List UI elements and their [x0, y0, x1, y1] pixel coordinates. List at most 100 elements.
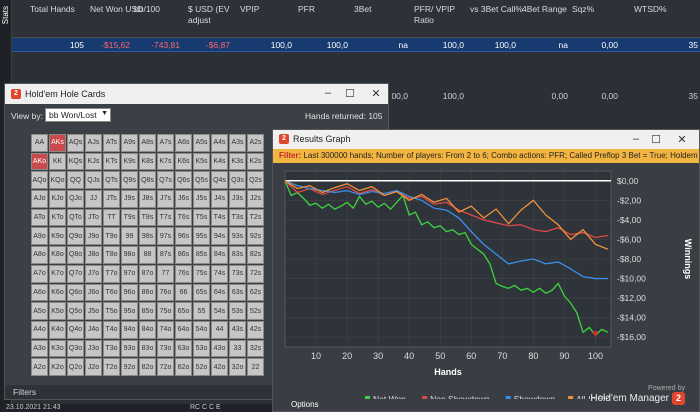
holecard-cell[interactable]: K2o	[49, 358, 66, 376]
column-header[interactable]: vs 3Bet Call%	[470, 4, 523, 14]
holecard-cell[interactable]: JJ	[85, 190, 102, 208]
holecard-cell[interactable]: A5o	[31, 302, 48, 320]
holecard-cell[interactable]: 62o	[175, 358, 192, 376]
holecard-cell[interactable]: Q8s	[139, 171, 156, 190]
holecard-cell[interactable]: A6o	[31, 283, 48, 302]
holecard-cell[interactable]: Q4o	[67, 320, 84, 339]
holecard-cell[interactable]: 87o	[139, 264, 156, 283]
holecard-cell[interactable]: K4s	[211, 152, 228, 171]
holecard-cell[interactable]: A5s	[193, 134, 210, 152]
holecard-cell[interactable]: J5s	[193, 190, 210, 208]
holecard-cell[interactable]: 73o	[157, 339, 174, 358]
holecard-cell[interactable]: KK	[49, 152, 66, 171]
holecard-cell[interactable]: T5o	[103, 302, 120, 320]
holecard-cell[interactable]: AQo	[31, 171, 48, 190]
holecard-cell[interactable]: J9o	[85, 227, 102, 246]
holecard-cell[interactable]: J2o	[85, 358, 102, 376]
holecard-cell[interactable]: QTs	[103, 171, 120, 190]
close-icon[interactable]: ✕	[371, 88, 381, 100]
holecard-cell[interactable]: 54s	[211, 302, 228, 320]
holecard-cell[interactable]: 77	[157, 264, 174, 283]
holecard-cell[interactable]: QJo	[67, 190, 84, 208]
holecard-cell[interactable]: JTo	[85, 208, 102, 227]
holecard-cell[interactable]: 73s	[229, 264, 246, 283]
holecard-cell[interactable]: 76o	[157, 283, 174, 302]
column-header[interactable]: $ USD (EV adjust	[188, 4, 230, 25]
holecard-cell[interactable]: T4o	[103, 320, 120, 339]
holecard-cell[interactable]: J3o	[85, 339, 102, 358]
holecard-cell[interactable]: J4s	[211, 190, 228, 208]
holecard-cell[interactable]: A3o	[31, 339, 48, 358]
holecard-cell[interactable]: 55	[193, 302, 210, 320]
holecard-cell[interactable]: K5s	[193, 152, 210, 171]
stats-row-selected[interactable]: 105 -$15,62 -743,81 -$6,87 100,0 100,0 na 100,0…	[12, 38, 700, 52]
holecard-cell[interactable]: Q9o	[67, 227, 84, 246]
holecard-cell[interactable]: T6o	[103, 283, 120, 302]
holecard-cell[interactable]: 75o	[157, 302, 174, 320]
holecard-cell[interactable]: 42s	[247, 320, 264, 339]
holecard-cell[interactable]: QTo	[67, 208, 84, 227]
holecard-cell[interactable]: 82s	[247, 246, 264, 264]
filters-link[interactable]: Filters	[13, 387, 37, 397]
holecard-cell[interactable]: 92s	[247, 227, 264, 246]
holecard-cell[interactable]: 76s	[175, 264, 192, 283]
holecard-cell[interactable]: 52o	[193, 358, 210, 376]
holecard-cell[interactable]: QJs	[85, 171, 102, 190]
holecard-cell[interactable]: J2s	[247, 190, 264, 208]
holecard-cell[interactable]: Q4s	[211, 171, 228, 190]
holecard-cell[interactable]: 84s	[211, 246, 228, 264]
holecard-cell[interactable]: KTs	[103, 152, 120, 171]
holecard-cell[interactable]: 86s	[175, 246, 192, 264]
holecard-cell[interactable]: 96o	[121, 283, 138, 302]
holecard-cell[interactable]: 87s	[157, 246, 174, 264]
holecard-cell[interactable]: KJo	[49, 190, 66, 208]
holecard-cell[interactable]: J6o	[85, 283, 102, 302]
holecard-cell[interactable]: A9o	[31, 227, 48, 246]
holecard-cell[interactable]: K4o	[49, 320, 66, 339]
column-header[interactable]: WTSD%	[634, 4, 667, 14]
holecard-cell[interactable]: K6o	[49, 283, 66, 302]
holecard-cell[interactable]: 86o	[139, 283, 156, 302]
holecard-cell[interactable]: KJs	[85, 152, 102, 171]
holecard-cell[interactable]: 64o	[175, 320, 192, 339]
holecard-cell[interactable]: 95s	[193, 227, 210, 246]
column-header[interactable]: 3Bet	[354, 4, 372, 14]
holecard-cell[interactable]: 82o	[139, 358, 156, 376]
holecard-cell[interactable]: TT	[103, 208, 120, 227]
holecard-cell[interactable]: 95o	[121, 302, 138, 320]
holecard-cell[interactable]: K7o	[49, 264, 66, 283]
holecard-cell[interactable]: 88	[139, 246, 156, 264]
results-graph-titlebar[interactable]: 2 Results Graph – ☐ ✕	[273, 130, 699, 149]
view-by-select[interactable]: bb Won/Lost ▼	[45, 108, 111, 122]
holecard-cell[interactable]: 33	[229, 339, 246, 358]
holecard-cell[interactable]: 93o	[121, 339, 138, 358]
holecard-cell[interactable]: Q7o	[67, 264, 84, 283]
holecard-cell[interactable]: K7s	[157, 152, 174, 171]
holecard-cell[interactable]: Q7s	[157, 171, 174, 190]
holecard-cell[interactable]: 63o	[175, 339, 192, 358]
holecard-cell[interactable]: K8o	[49, 246, 66, 264]
holecard-cell[interactable]: 65o	[175, 302, 192, 320]
holecard-cell[interactable]: T9s	[121, 208, 138, 227]
holecard-cell[interactable]: 93s	[229, 227, 246, 246]
holecard-cell[interactable]: K3s	[229, 152, 246, 171]
holecard-cell[interactable]: 83s	[229, 246, 246, 264]
holecard-cell[interactable]: K5o	[49, 302, 66, 320]
holecard-cell[interactable]: J3s	[229, 190, 246, 208]
holecard-cell[interactable]: J6s	[175, 190, 192, 208]
holecard-cell[interactable]: A8s	[139, 134, 156, 152]
holecard-cell[interactable]: KTo	[49, 208, 66, 227]
holecard-cell[interactable]: Q6o	[67, 283, 84, 302]
holecard-cell[interactable]: Q3s	[229, 171, 246, 190]
holecard-cell[interactable]: J4o	[85, 320, 102, 339]
holecard-cell[interactable]: 92o	[121, 358, 138, 376]
holecard-cell[interactable]: 72o	[157, 358, 174, 376]
holecard-cell[interactable]: T3o	[103, 339, 120, 358]
holecard-cell[interactable]: A9s	[121, 134, 138, 152]
holecard-cell[interactable]: 22	[247, 358, 264, 376]
holecard-cell[interactable]: J8s	[139, 190, 156, 208]
holecard-cell[interactable]: A2s	[247, 134, 264, 152]
minimize-icon[interactable]: –	[324, 87, 332, 99]
holecard-cell[interactable]: A7s	[157, 134, 174, 152]
holecard-cell[interactable]: T2s	[247, 208, 264, 227]
